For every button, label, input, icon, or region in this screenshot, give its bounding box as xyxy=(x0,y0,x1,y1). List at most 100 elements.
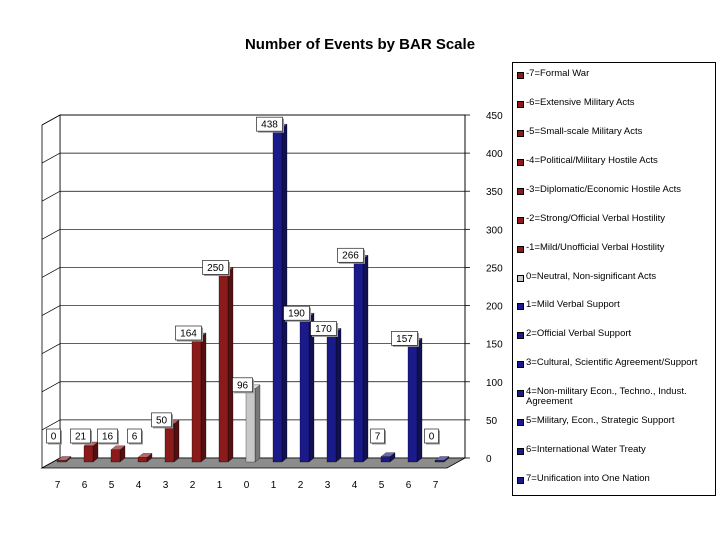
bar xyxy=(245,384,261,463)
y-tick-label: 150 xyxy=(486,340,503,351)
legend-item: 1=Mild Verbal Support xyxy=(517,300,715,311)
bar-front xyxy=(407,342,418,463)
bar xyxy=(272,123,288,463)
gridline xyxy=(41,267,61,278)
data-label: 266 xyxy=(337,247,365,264)
data-label-text: 0 xyxy=(51,432,57,443)
legend-swatch xyxy=(517,100,524,108)
data-label-box xyxy=(370,428,385,444)
legend-label: -5=Small-scale Military Acts xyxy=(526,125,643,137)
legend-label: 7=Unification into One Nation xyxy=(526,473,650,485)
data-label: 250 xyxy=(202,260,230,276)
y-tick-label: 350 xyxy=(486,187,503,198)
data-label-box xyxy=(46,428,61,444)
legend-label: -3=Diplomatic/Economic Hostile Acts xyxy=(526,183,681,195)
x-tick-label: 1 xyxy=(217,480,223,491)
data-label-box xyxy=(70,428,91,444)
legend-swatch xyxy=(517,303,524,311)
bar xyxy=(353,254,369,463)
x-tick-label: 3 xyxy=(163,480,169,491)
bar-side xyxy=(200,332,207,463)
bar xyxy=(56,456,72,463)
legend-item: 0=Neutral, Non-significant Acts xyxy=(517,271,715,282)
data-label-text: 250 xyxy=(207,263,224,274)
legend-swatch xyxy=(517,158,524,166)
data-label-text: 50 xyxy=(156,415,168,426)
data-labels: 0 21 16 6 50 164 250 96 438 190 170 266 7 157 0 xyxy=(46,116,440,445)
data-label: 170 xyxy=(310,321,338,337)
legend-label: 2=Official Verbal Support xyxy=(526,328,632,340)
data-label: 96 xyxy=(232,377,254,394)
x-tick-label: 2 xyxy=(190,480,196,491)
bar-front xyxy=(299,317,310,463)
legend-label: -1=Mild/Unofficial Verbal Hostility xyxy=(526,241,665,253)
bars xyxy=(56,123,450,463)
legend-swatch xyxy=(517,477,524,485)
legend-item: -7=Formal War xyxy=(517,69,715,79)
x-tick-label: 7 xyxy=(55,480,61,491)
bar-front xyxy=(245,388,256,463)
y-tick-label: 400 xyxy=(486,149,503,160)
legend-swatch xyxy=(517,332,524,340)
gridline xyxy=(41,152,61,164)
y-axis-ticks: 0 50 100 150 200 250 300 350 400 450 xyxy=(464,111,503,465)
legend-swatch xyxy=(517,274,524,282)
bar-side xyxy=(416,338,423,463)
bar xyxy=(191,332,207,463)
gridline xyxy=(41,343,61,354)
legend-swatch xyxy=(517,129,524,137)
data-label: 438 xyxy=(256,116,284,133)
bar-front xyxy=(380,456,391,463)
gridline xyxy=(41,381,61,393)
x-axis-ticks: 7 6 5 4 3 2 1 0 1 2 3 4 5 6 7 xyxy=(55,480,439,491)
chart-title: Number of Events by BAR Scale xyxy=(244,36,476,53)
bar-front xyxy=(272,127,283,463)
data-label-text: 266 xyxy=(342,251,359,262)
bar-front xyxy=(56,460,67,463)
legend-label: 3=Cultural, Scientific Agreement/Support xyxy=(526,357,698,369)
data-label-text: 157 xyxy=(396,334,413,345)
legend-swatch xyxy=(517,390,524,398)
bar xyxy=(326,328,342,463)
x-tick-label: 4 xyxy=(352,480,358,491)
legend-swatch xyxy=(517,72,524,79)
data-label: 164 xyxy=(175,325,203,342)
legend-swatch xyxy=(517,216,524,224)
x-tick-label: 2 xyxy=(298,480,304,491)
legend-label: 6=International Water Treaty xyxy=(526,444,646,456)
data-label-text: 7 xyxy=(375,432,381,443)
bar-front xyxy=(191,336,202,463)
x-tick-label: 5 xyxy=(109,480,115,491)
data-label-text: 0 xyxy=(429,432,435,443)
data-label-box xyxy=(202,260,229,275)
data-label-box xyxy=(391,331,418,346)
data-label: 0 xyxy=(424,428,440,445)
bar xyxy=(434,456,450,463)
bar-side xyxy=(335,328,342,463)
bar xyxy=(407,338,423,463)
data-label: 6 xyxy=(127,428,143,445)
legend-item: 3=Cultural, Scientific Agreement/Support xyxy=(517,357,715,369)
legend-label: -4=Political/Military Hostile Acts xyxy=(526,154,658,166)
data-label-text: 190 xyxy=(288,309,305,320)
legend-item: -5=Small-scale Military Acts xyxy=(517,125,715,137)
bar-side xyxy=(362,254,369,463)
bar xyxy=(83,441,99,463)
bar-front xyxy=(353,259,364,463)
data-label: 50 xyxy=(151,412,173,429)
legend-swatch xyxy=(517,245,524,253)
data-label-box xyxy=(283,305,310,321)
legend-item: -2=Strong/Official Verbal Hostility xyxy=(517,212,715,224)
legend-label: -7=Formal War xyxy=(526,68,590,79)
y-tick-label: 250 xyxy=(486,263,503,274)
y-tick-label: 200 xyxy=(486,302,503,313)
y-tick-label: 50 xyxy=(486,416,498,427)
data-label-text: 164 xyxy=(180,328,197,339)
x-tick-label: 7 xyxy=(433,480,439,491)
legend-item: 6=International Water Treaty xyxy=(517,444,715,456)
legend-label: -2=Strong/Official Verbal Hostility xyxy=(526,212,665,224)
data-label-box xyxy=(232,377,253,393)
y-tick-label: 100 xyxy=(486,378,503,389)
x-tick-label: 0 xyxy=(244,480,250,491)
data-label: 7 xyxy=(370,428,386,445)
